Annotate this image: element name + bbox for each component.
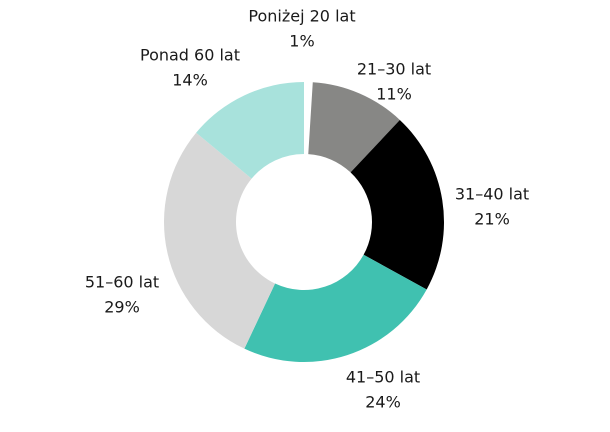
donut-slice xyxy=(196,81,304,179)
slice-category-label: Ponad 60 lat xyxy=(140,46,240,65)
donut-slice xyxy=(308,82,400,173)
slice-value-label: 24% xyxy=(365,393,401,412)
slice-value-label: 11% xyxy=(376,85,412,104)
donut-slice xyxy=(244,254,427,362)
slice-value-label: 14% xyxy=(172,71,208,90)
slice-category-label: 51–60 lat xyxy=(85,273,159,292)
slice-value-label: 21% xyxy=(474,210,510,229)
donut-slice xyxy=(350,119,445,290)
slice-category-label: 41–50 lat xyxy=(346,368,420,387)
slice-category-label: 31–40 lat xyxy=(455,185,529,204)
slice-value-label: 1% xyxy=(289,32,314,51)
slice-category-label: 21–30 lat xyxy=(357,60,431,79)
slice-category-label: Poniżej 20 lat xyxy=(248,7,355,26)
donut-slice xyxy=(304,82,313,155)
slice-value-label: 29% xyxy=(104,298,140,317)
donut-slice xyxy=(163,132,276,349)
